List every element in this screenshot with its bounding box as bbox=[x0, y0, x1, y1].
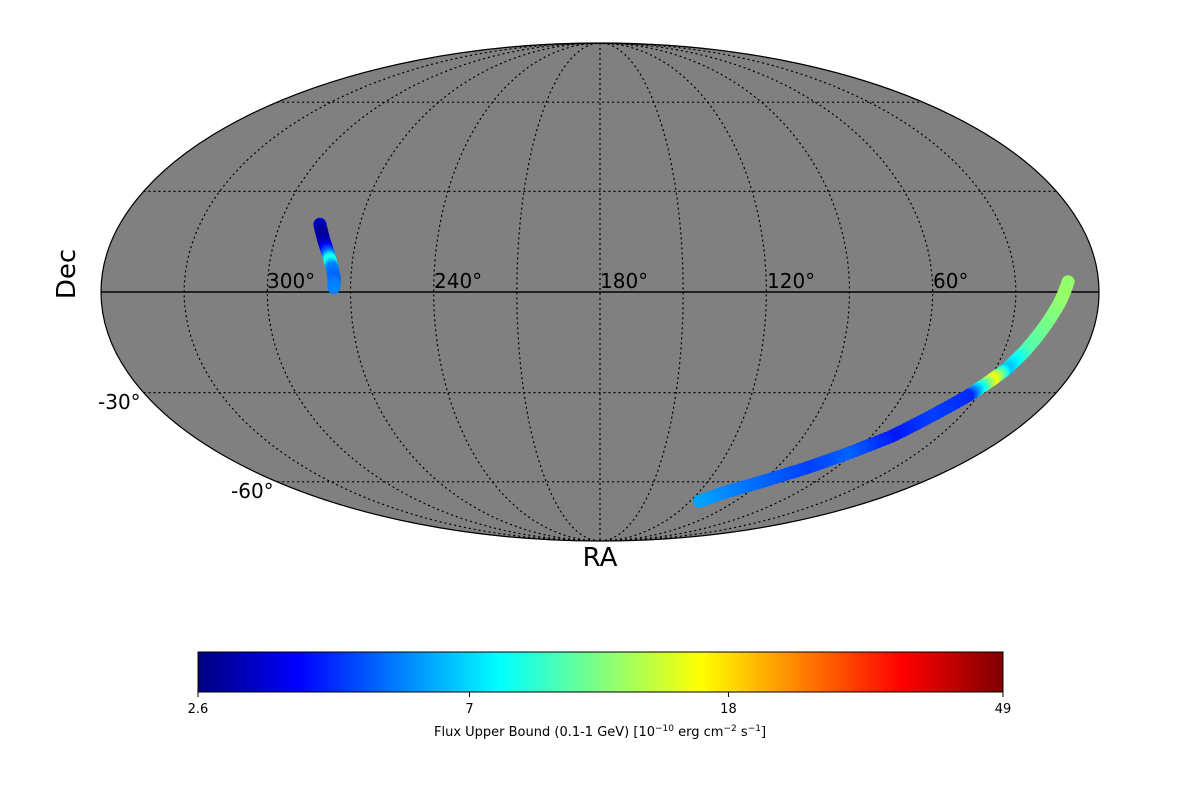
colorbar-tick-label: 2.6 bbox=[188, 702, 209, 717]
x-axis-label: RA bbox=[583, 543, 618, 573]
colorbar-tick-label: 49 bbox=[995, 702, 1012, 717]
colorbar-tick-label: 7 bbox=[465, 702, 473, 717]
flux-pixel bbox=[692, 497, 701, 506]
meridian-line bbox=[599, 43, 934, 541]
colorbar-unit-suffix: ] bbox=[761, 725, 766, 740]
flux-regions bbox=[313, 217, 1075, 508]
sky-outline bbox=[100, 42, 1100, 542]
meridian-line bbox=[516, 43, 601, 541]
colorbar-ticks: 2.6 7 18 49 bbox=[188, 692, 1012, 717]
ra-tick-label: 120° bbox=[767, 269, 815, 293]
colorbar-unit-exponent: −1 bbox=[748, 724, 761, 734]
flux-pixel bbox=[329, 284, 338, 293]
ra-tick-label: 180° bbox=[600, 269, 648, 293]
dec-tick-label: -60° bbox=[231, 479, 274, 503]
meridian-line bbox=[266, 43, 601, 541]
ra-tick-label: 240° bbox=[434, 269, 482, 293]
ra-tick-label: 300° bbox=[267, 269, 315, 293]
colorbar-unit-exponent: −2 bbox=[723, 724, 736, 734]
ra-tick-label: 60° bbox=[933, 269, 968, 293]
colorbar-gradient bbox=[197, 651, 1004, 693]
colorbar-unit-prefix: [10 bbox=[633, 725, 655, 740]
dec-tick-labels: -30° -60° bbox=[98, 390, 274, 503]
colorbar-tick-label: 18 bbox=[720, 702, 737, 717]
colorbar-label-text: Flux Upper Bound (0.1-1 GeV) bbox=[434, 725, 629, 740]
colorbar-unit-text: s bbox=[737, 725, 748, 740]
colorbar-unit-text: erg cm bbox=[674, 725, 723, 740]
mollweide-map bbox=[100, 42, 1100, 542]
colorbar-label: Flux Upper Bound (0.1-1 GeV) [10−10 erg … bbox=[434, 724, 766, 740]
y-axis-label: Dec bbox=[52, 249, 82, 299]
ra-tick-labels: 300° 240° 180° 120° 60° bbox=[267, 269, 968, 293]
colorbar: 2.6 7 18 49 Flux Upper Bound (0.1-1 GeV) [1… bbox=[188, 651, 1012, 740]
colorbar-unit-exponent: −10 bbox=[655, 724, 674, 734]
dec-tick-label: -30° bbox=[98, 390, 141, 414]
